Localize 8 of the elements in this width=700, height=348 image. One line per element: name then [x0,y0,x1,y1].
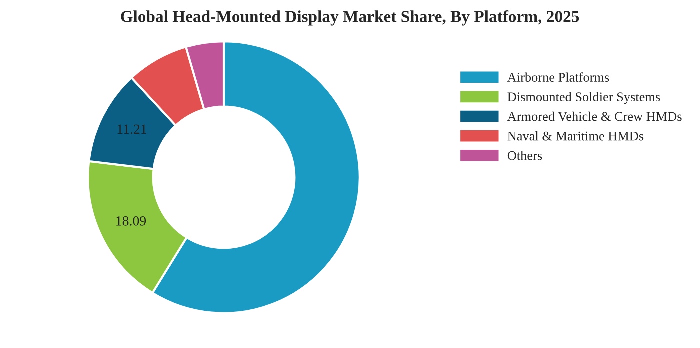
legend-label: Airborne Platforms [508,72,610,82]
data-label: 18.09 [116,216,146,226]
legend-label: Naval & Maritime HMDs [508,131,644,141]
legend-label: Others [508,151,542,160]
legend-label: Armored Vehicle & Crew HMDs [508,112,682,122]
chart-title: Global Head-Mounted Display Market Share, By Platform, 2025 [121,10,580,26]
data-label: 11.21 [118,124,146,134]
legend-label: Dismounted Soldier Systems [508,92,660,104]
